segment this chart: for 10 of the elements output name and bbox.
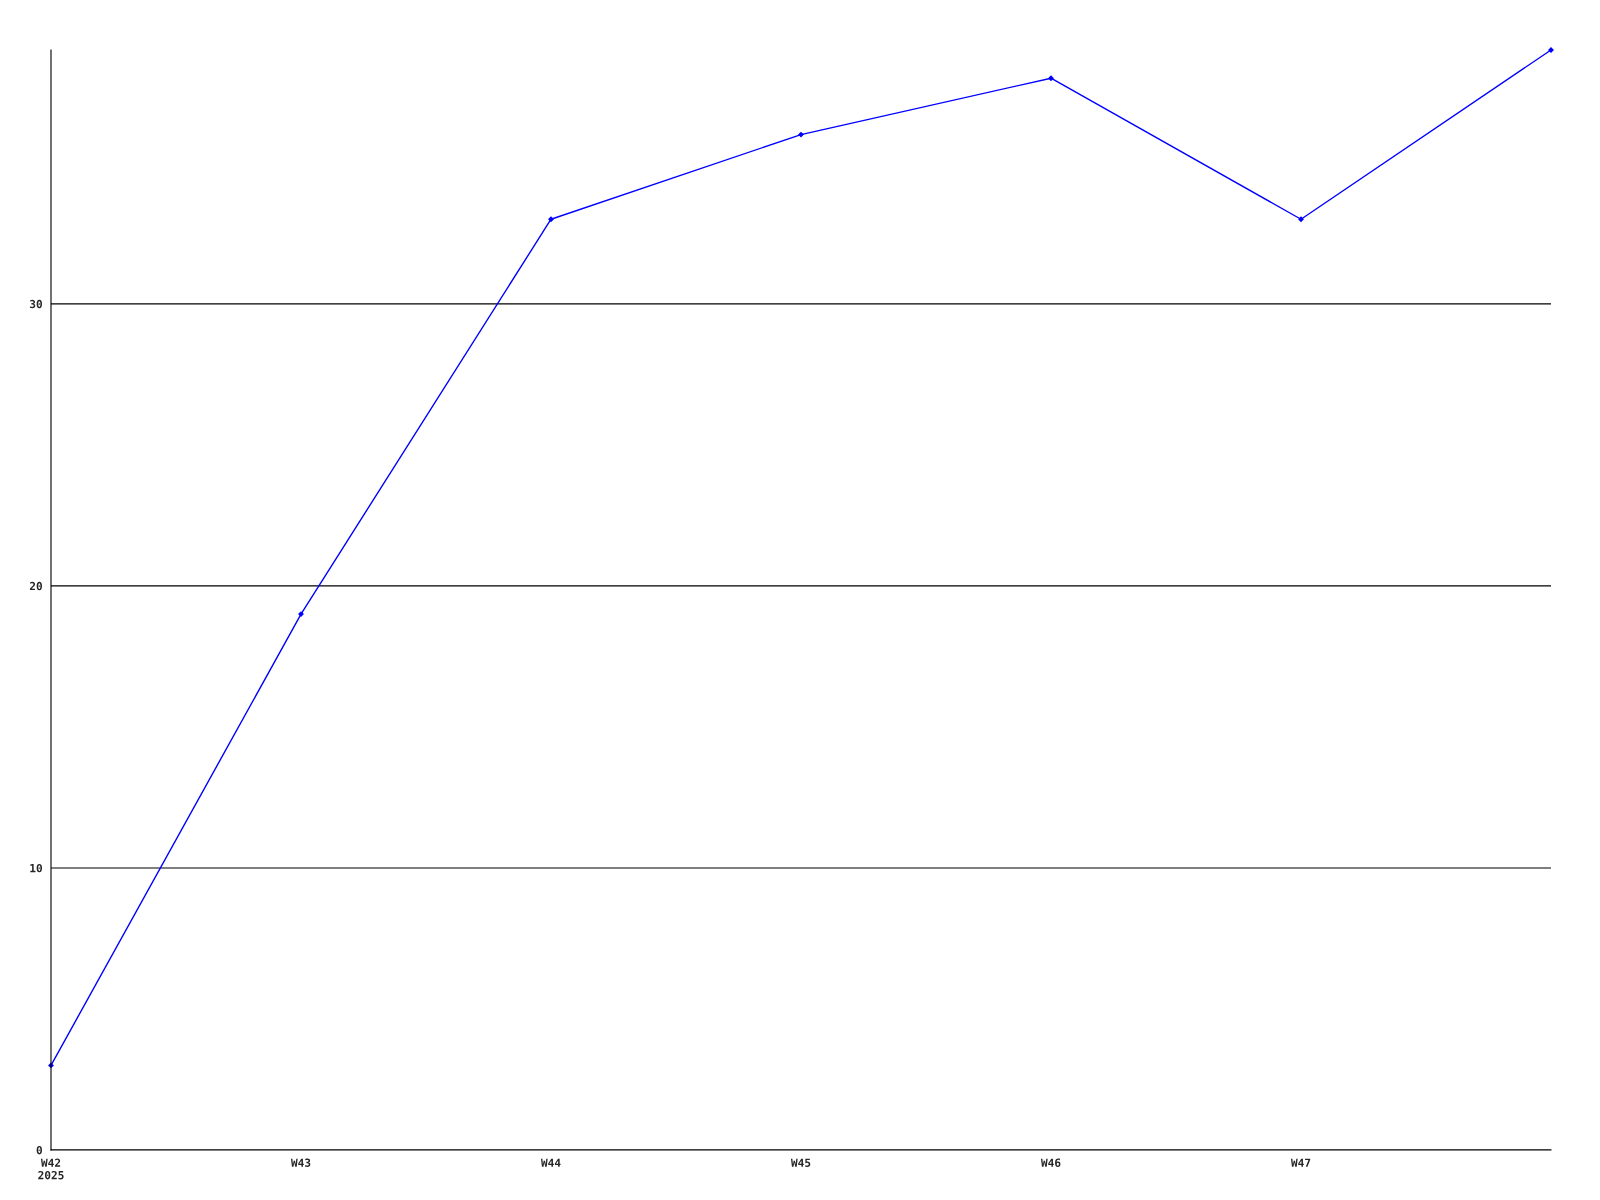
x-tick-label: W47: [1290, 1158, 1311, 1167]
y-tick-label: 10: [30, 863, 42, 873]
x-tick-label: W45: [790, 1158, 811, 1167]
y-tick-label: 20: [29, 581, 42, 591]
x-tick-label: W43: [290, 1158, 311, 1167]
y-tick-label: 0: [36, 1145, 42, 1155]
x-tick-label: W44: [540, 1158, 561, 1167]
x-tick-label: W42 2025: [38, 1158, 64, 1180]
y-tick-label: 30: [29, 299, 42, 309]
x-tick-label: W46: [1040, 1158, 1061, 1167]
